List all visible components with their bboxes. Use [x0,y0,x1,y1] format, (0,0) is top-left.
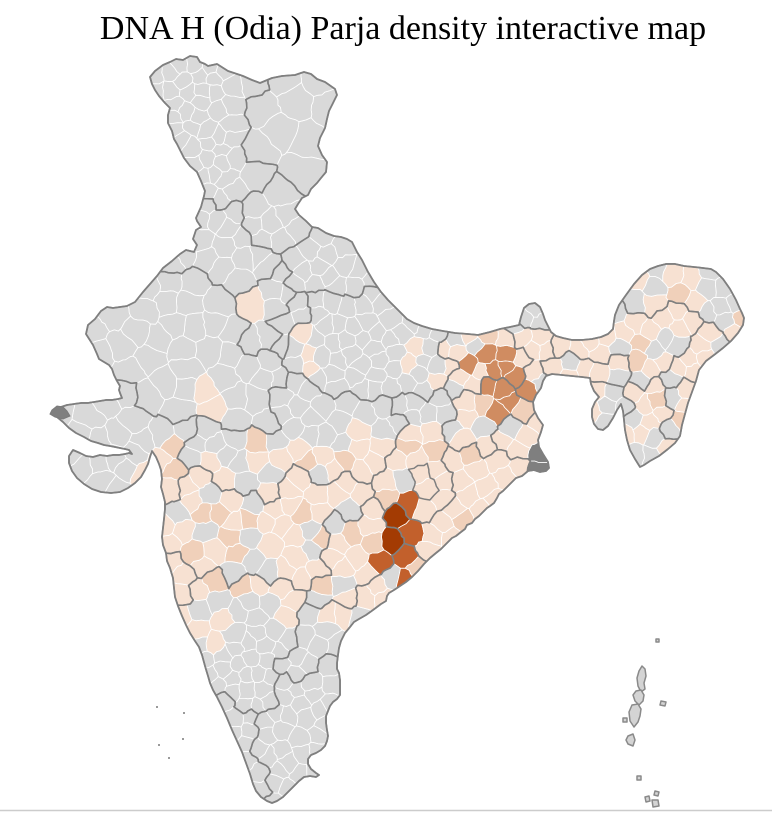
svg-text:DNA H (Odia) Parja density int: DNA H (Odia) Parja density interactive m… [100,10,706,47]
